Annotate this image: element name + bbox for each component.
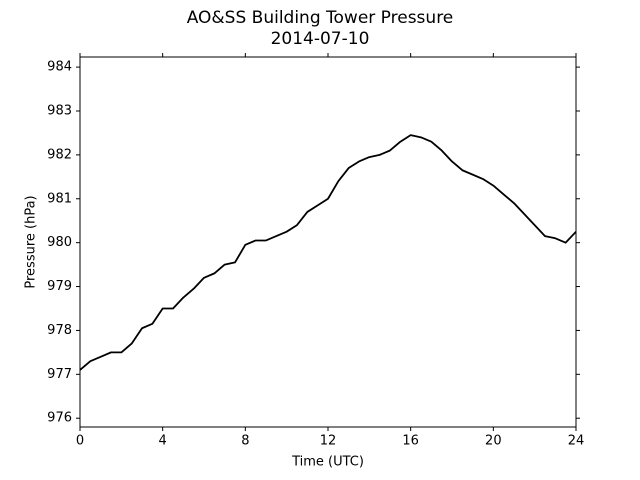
plot-frame [79, 56, 577, 428]
y-tick-label: 983 [47, 103, 72, 118]
y-tick-label: 976 [47, 411, 72, 426]
chart-title: AO&SS Building Tower Pressure [187, 8, 454, 28]
x-tick-label: 16 [402, 434, 419, 449]
x-axis-label: Time (UTC) [291, 455, 364, 470]
y-tick-label: 980 [47, 235, 72, 250]
chart-subtitle: 2014-07-10 [271, 29, 370, 49]
x-tick-label: 24 [568, 434, 585, 449]
y-tick-label: 977 [47, 367, 72, 382]
x-tick-label: 12 [320, 434, 337, 449]
x-tick-label: 4 [159, 434, 167, 449]
y-tick-label: 984 [47, 60, 72, 75]
y-tick-label: 978 [47, 323, 72, 338]
y-tick-label: 979 [47, 279, 72, 294]
y-tick-label: 982 [47, 147, 72, 162]
x-tick-label: 0 [76, 434, 84, 449]
data-line [79, 134, 577, 371]
x-tick-label: 20 [485, 434, 502, 449]
x-tick-label: 8 [241, 434, 249, 449]
y-tick-label: 981 [47, 191, 72, 206]
y-axis-label: Pressure (hPa) [24, 195, 39, 288]
